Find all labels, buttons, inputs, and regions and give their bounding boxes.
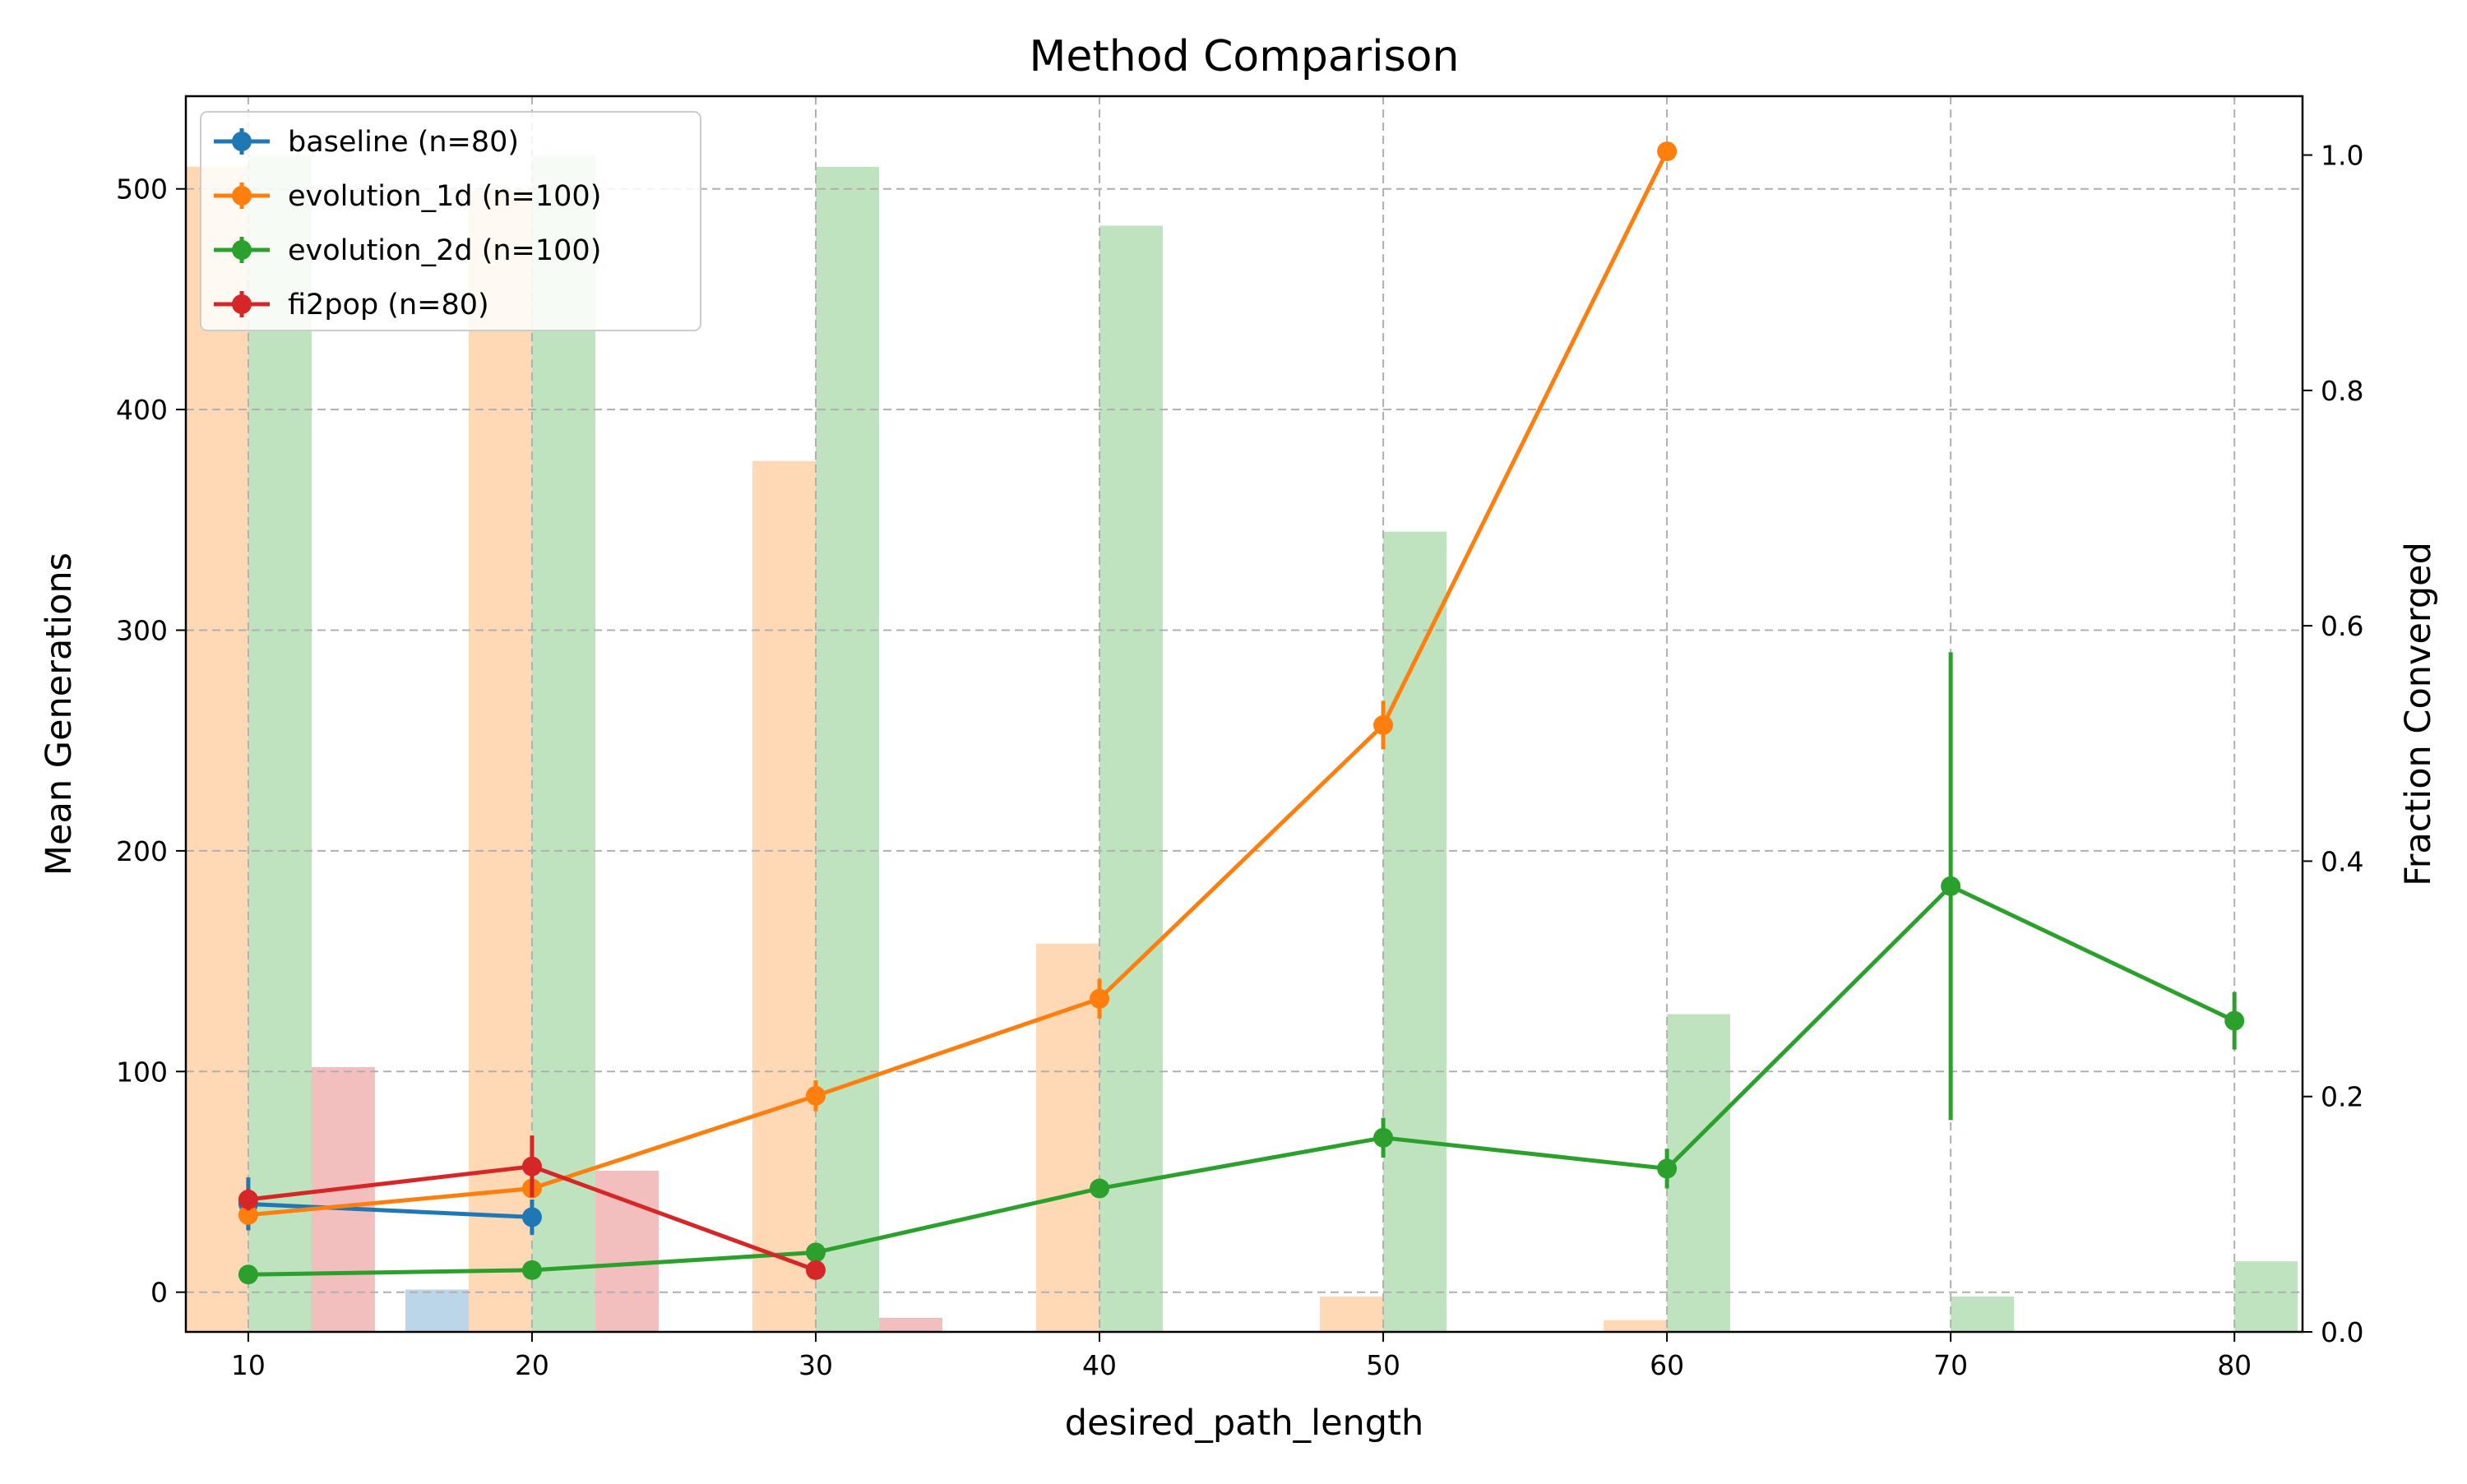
y2-axis-label: Fraction Converged <box>2398 542 2439 886</box>
x-tick-label: 30 <box>798 1349 833 1381</box>
y-tick-label: 300 <box>116 615 168 647</box>
y2-tick-label: 0.4 <box>2321 845 2363 877</box>
legend-marker <box>232 240 252 260</box>
y-tick-label: 200 <box>116 835 168 867</box>
x-tick-label: 50 <box>1366 1349 1400 1381</box>
y-axis-label: Mean Generations <box>39 552 80 876</box>
fraction-bar <box>468 190 532 1332</box>
x-tick-label: 70 <box>1933 1349 1968 1381</box>
fraction-bar <box>311 1066 375 1332</box>
fraction-converged-bars <box>186 155 2298 1332</box>
fraction-bar <box>248 155 312 1332</box>
fraction-bar <box>1951 1297 2015 1332</box>
fraction-bar <box>405 1289 469 1332</box>
legend-marker <box>232 186 252 206</box>
data-point <box>521 1207 542 1227</box>
data-point <box>1941 876 1961 896</box>
y2-tick-label: 0.8 <box>2321 375 2363 407</box>
fraction-bar <box>2234 1261 2298 1332</box>
legend-label: evolution_2d (n=100) <box>288 234 601 267</box>
data-point <box>805 1260 826 1280</box>
legend-box <box>200 111 701 331</box>
data-point <box>1373 714 1394 735</box>
data-point <box>521 1156 542 1177</box>
x-tick-label: 80 <box>2217 1349 2252 1381</box>
legend-marker <box>232 132 252 151</box>
x-tick-label: 10 <box>231 1349 266 1381</box>
data-point <box>805 1085 826 1106</box>
legend-marker <box>232 294 252 314</box>
x-tick-label: 40 <box>1082 1349 1117 1381</box>
series-line <box>246 149 1669 1218</box>
legend-label: baseline (n=80) <box>288 126 519 159</box>
x-tick-label: 20 <box>515 1349 549 1381</box>
series-lines <box>238 141 2245 1285</box>
data-point <box>521 1260 542 1280</box>
fraction-bar <box>1383 531 1447 1332</box>
fraction-bar <box>815 166 879 1332</box>
data-point <box>805 1242 826 1263</box>
data-point <box>238 1204 258 1225</box>
data-point <box>1090 988 1110 1009</box>
fraction-bar <box>186 166 248 1332</box>
data-point <box>1373 1127 1394 1148</box>
fraction-bar <box>878 1317 942 1332</box>
chart-title: Method Comparison <box>1030 32 1460 81</box>
fraction-bar <box>1320 1297 1384 1332</box>
series-line <box>246 884 2237 1277</box>
data-point <box>1657 141 1678 162</box>
x-axis-label: desired_path_length <box>1065 1403 1423 1444</box>
y-tick-label: 100 <box>116 1056 168 1088</box>
x-tick-label: 60 <box>1650 1349 1684 1381</box>
data-point <box>1657 1158 1678 1179</box>
fraction-bar <box>1604 1320 1668 1332</box>
data-point <box>238 1189 258 1209</box>
y2-tick-label: 0.0 <box>2321 1316 2363 1348</box>
data-point <box>238 1264 258 1285</box>
fraction-bar <box>752 460 816 1332</box>
series-line <box>246 1201 535 1219</box>
fraction-bar <box>1667 1014 1731 1332</box>
data-point <box>1090 1178 1110 1199</box>
y2-tick-label: 0.2 <box>2321 1081 2363 1113</box>
fraction-bar <box>595 1170 659 1332</box>
axis-ticks: 10 20 30 40 50 60 70 80 0 100 200 300 400 500 0.0 0.2 0.… <box>116 140 2363 1381</box>
y-tick-label: 400 <box>116 394 168 426</box>
fraction-bar <box>1099 225 1164 1332</box>
legend: baseline (n=80) evolution_1d (n=100) evolu… <box>200 111 701 331</box>
plot-frame <box>184 95 2304 1334</box>
legend-label: fi2pop (n=80) <box>288 289 489 321</box>
legend-label: evolution_1d (n=100) <box>288 180 601 213</box>
data-point <box>2224 1010 2245 1031</box>
y-tick-label: 500 <box>116 173 168 206</box>
fraction-bar <box>531 155 595 1332</box>
y2-tick-label: 1.0 <box>2321 140 2363 172</box>
y-tick-label: 0 <box>150 1277 168 1309</box>
y2-tick-label: 0.6 <box>2321 610 2363 642</box>
